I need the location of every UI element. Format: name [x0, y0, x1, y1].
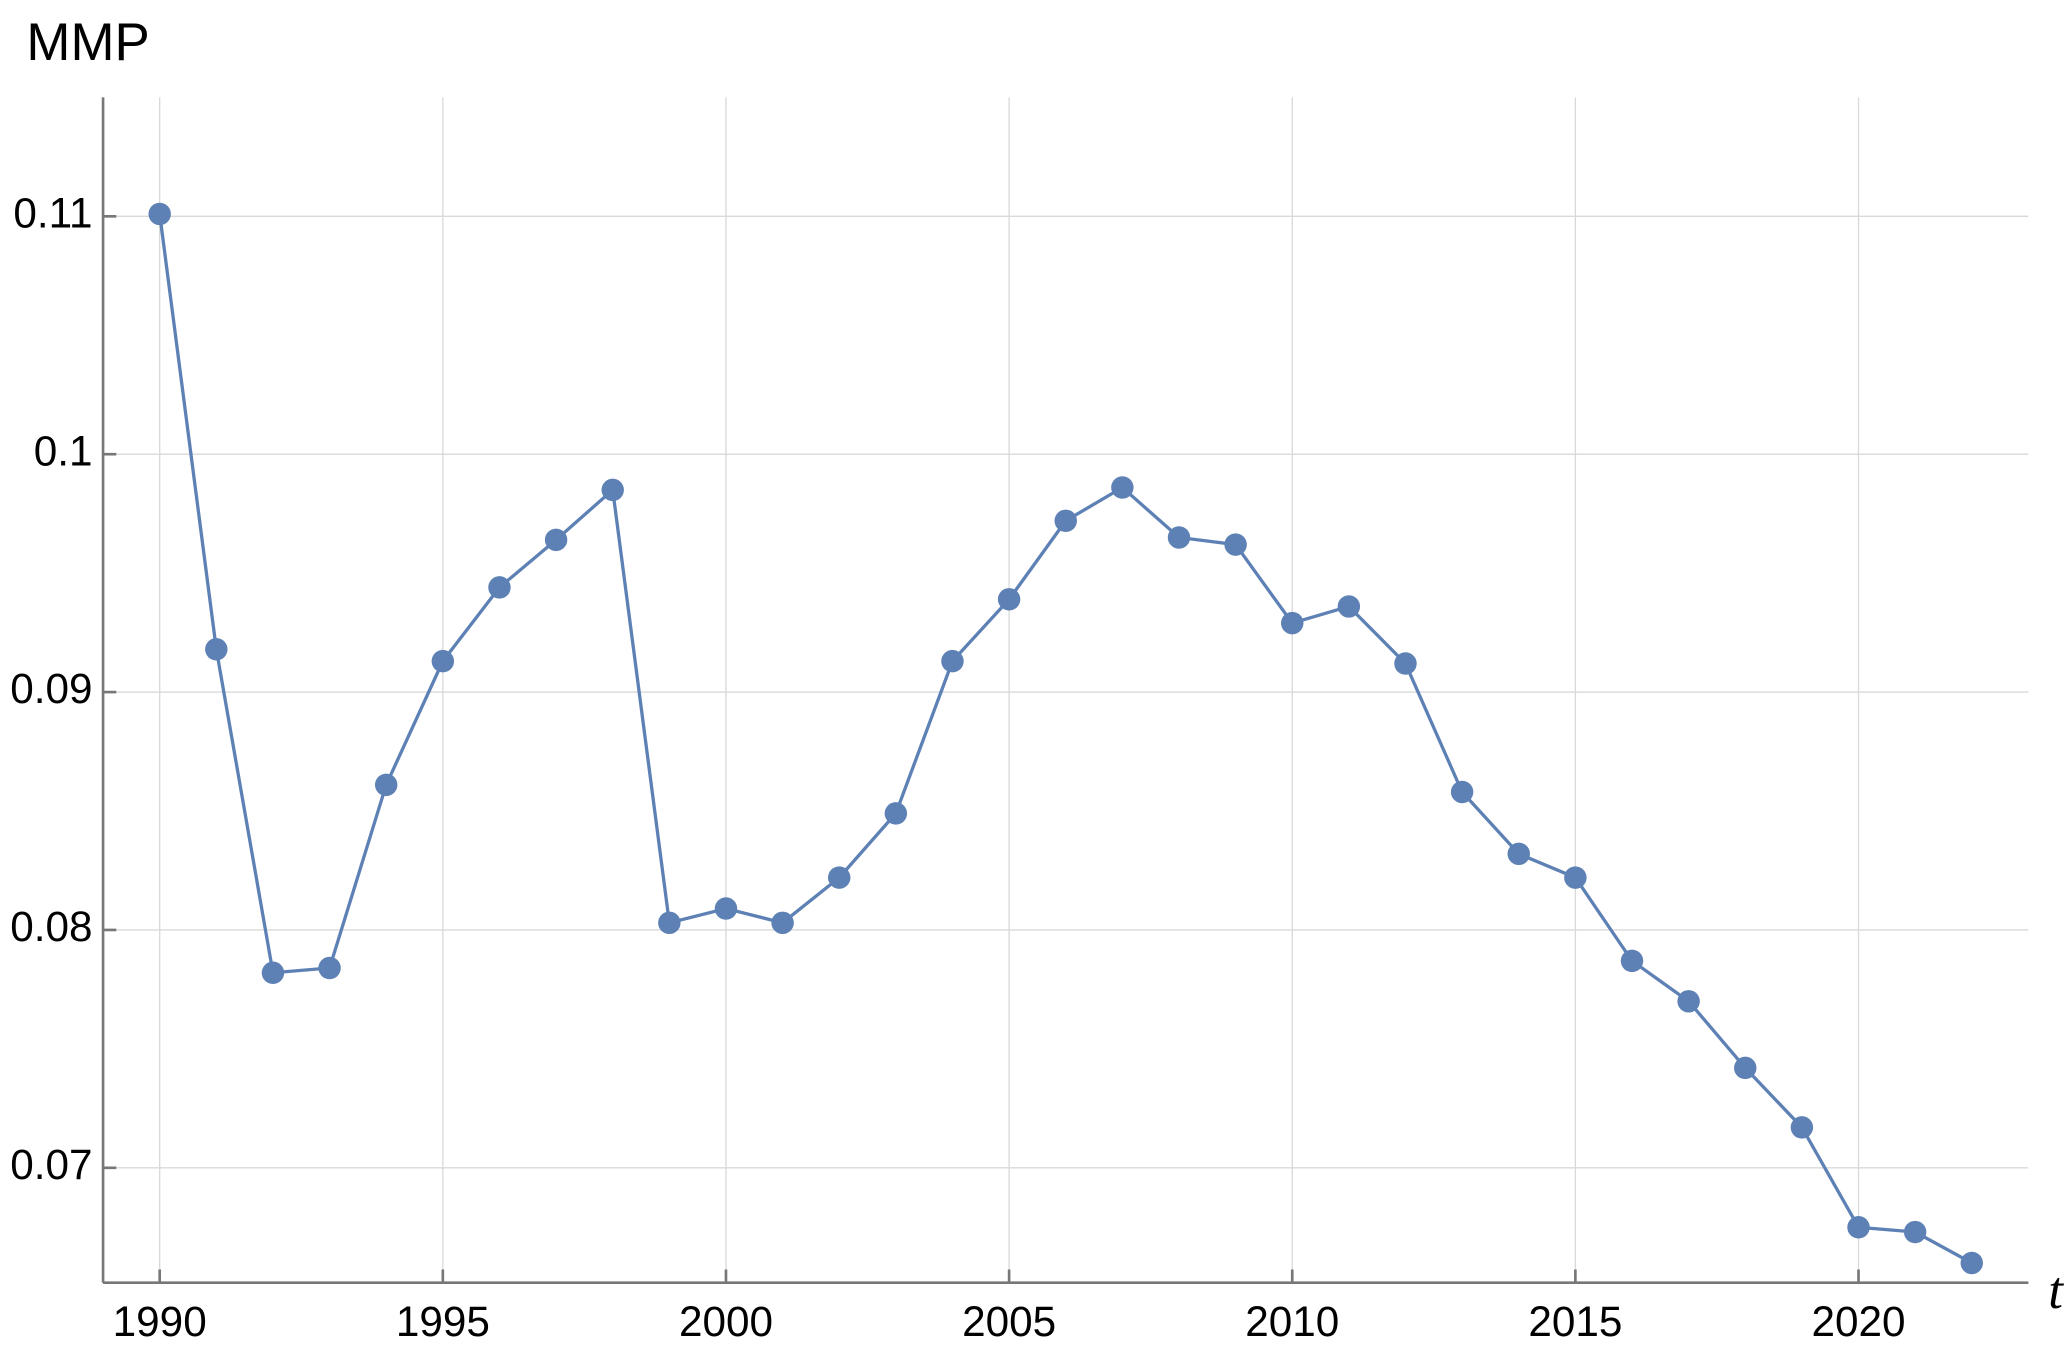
x-tick-label: 2015 [1528, 1298, 1622, 1345]
data-point [1847, 1216, 1870, 1239]
data-point [941, 649, 964, 673]
data-point [1054, 509, 1077, 533]
data-point [1394, 652, 1417, 675]
y-tick-label: 0.08 [10, 903, 92, 950]
data-point [1111, 476, 1134, 499]
y-tick-label: 0.1 [34, 427, 93, 474]
data-point [1677, 990, 1700, 1013]
x-tick-label: 2020 [1811, 1298, 1905, 1345]
data-point [1450, 780, 1474, 804]
data-point [1281, 611, 1304, 635]
data-point [261, 961, 285, 984]
data-point [1960, 1251, 1983, 1275]
data-point [148, 202, 171, 226]
data-point [601, 478, 624, 502]
data-point [714, 897, 738, 920]
x-tick-label: 1995 [396, 1298, 490, 1345]
data-point [1564, 866, 1587, 889]
x-tick-label: 2005 [962, 1298, 1056, 1345]
data-point [1224, 533, 1247, 556]
data-point [827, 866, 851, 889]
data-point [431, 649, 455, 673]
x-tick-label: 1990 [113, 1298, 207, 1345]
data-point [1734, 1056, 1757, 1080]
data-point [1167, 526, 1191, 549]
data-point [1903, 1220, 1927, 1244]
x-tick-label: 2010 [1245, 1298, 1339, 1345]
data-point [488, 576, 511, 599]
data-point [544, 528, 568, 552]
y-tick-label: 0.09 [10, 665, 92, 712]
data-point [997, 588, 1021, 611]
y-axis-label: MMP [26, 13, 149, 72]
data-point [318, 956, 341, 980]
data-point [658, 911, 681, 935]
data-point [374, 773, 398, 797]
data-point [1507, 842, 1530, 866]
series-line [158, 213, 1973, 1265]
data-point [884, 802, 908, 825]
x-axis-label: t [2048, 1262, 2064, 1320]
x-tick-label: 2000 [679, 1298, 773, 1345]
data-point [1790, 1116, 1814, 1139]
data-point [1337, 595, 1361, 618]
data-point [771, 911, 794, 935]
y-tick-label: 0.11 [13, 190, 92, 237]
data-point [1620, 949, 1644, 973]
y-tick-label: 0.07 [10, 1141, 92, 1188]
data-point [205, 638, 228, 661]
